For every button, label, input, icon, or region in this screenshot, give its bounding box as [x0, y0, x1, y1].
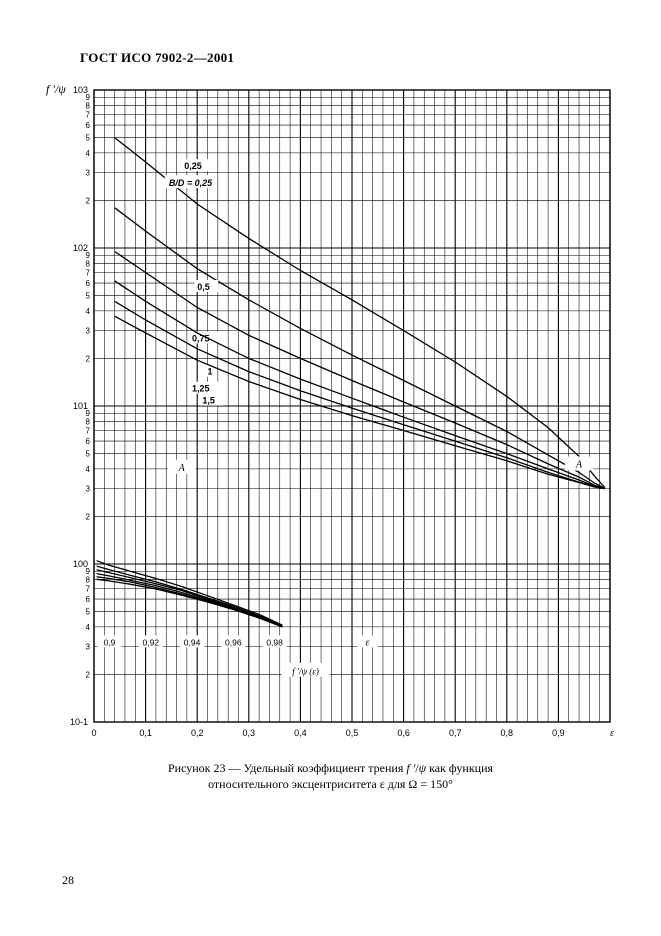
caption-l2: относительного эксцентриситета ε для Ω =… — [208, 777, 453, 791]
svg-text:5: 5 — [86, 450, 91, 459]
svg-text:5: 5 — [86, 292, 91, 301]
svg-text:f ′/ψ (ε): f ′/ψ (ε) — [292, 667, 319, 677]
svg-text:9: 9 — [86, 567, 91, 576]
svg-text:6: 6 — [86, 279, 91, 288]
svg-text:0,5: 0,5 — [346, 728, 359, 738]
svg-text:A: A — [178, 463, 186, 474]
svg-text:0,94: 0,94 — [184, 637, 201, 647]
page-number: 28 — [62, 873, 74, 888]
svg-text:0,92: 0,92 — [142, 637, 159, 647]
svg-text:9: 9 — [86, 251, 91, 260]
svg-text:0,25: 0,25 — [184, 161, 202, 171]
svg-text:8: 8 — [86, 575, 91, 584]
chart-svg: 00,10,20,30,40,50,60,70,80,9ε10310210110… — [64, 86, 618, 746]
svg-text:8: 8 — [86, 417, 91, 426]
svg-text:B/D = 0,25: B/D = 0,25 — [169, 178, 213, 188]
svg-text:4: 4 — [86, 623, 91, 632]
svg-text:0,5: 0,5 — [197, 282, 210, 292]
svg-text:8: 8 — [86, 259, 91, 268]
svg-text:1,5: 1,5 — [202, 396, 215, 406]
figure-caption: Рисунок 23 — Удельный коэффициент трения… — [0, 760, 661, 792]
svg-text:1: 1 — [208, 367, 213, 377]
svg-text:0,98: 0,98 — [266, 637, 283, 647]
svg-text:7: 7 — [86, 584, 91, 593]
caption-pref: Рисунок 23 — Удельный коэффициент трения — [168, 761, 406, 775]
svg-text:0,9: 0,9 — [552, 728, 565, 738]
svg-text:3: 3 — [86, 327, 91, 336]
svg-text:4: 4 — [86, 465, 91, 474]
svg-text:2: 2 — [86, 512, 91, 521]
svg-text:9: 9 — [86, 93, 91, 102]
svg-text:7: 7 — [86, 426, 91, 435]
svg-text:0,6: 0,6 — [397, 728, 410, 738]
svg-text:9: 9 — [86, 409, 91, 418]
svg-text:0,7: 0,7 — [449, 728, 462, 738]
svg-text:3: 3 — [86, 643, 91, 652]
svg-text:3: 3 — [86, 169, 91, 178]
svg-text:0,1: 0,1 — [139, 728, 152, 738]
svg-text:1,25: 1,25 — [192, 384, 210, 394]
svg-text:3: 3 — [86, 485, 91, 494]
svg-text:10-1: 10-1 — [70, 717, 88, 727]
svg-text:0,96: 0,96 — [225, 637, 242, 647]
doc-header: ГОСТ ИСО 7902-2—2001 — [80, 50, 234, 66]
svg-text:ε: ε — [610, 728, 614, 739]
svg-text:5: 5 — [86, 608, 91, 617]
svg-text:0,9: 0,9 — [104, 637, 116, 647]
svg-text:7: 7 — [86, 110, 91, 119]
svg-text:5: 5 — [86, 134, 91, 143]
svg-text:2: 2 — [86, 354, 91, 363]
svg-text:6: 6 — [86, 121, 91, 130]
page: ГОСТ ИСО 7902-2—2001 f ′/ψ 0 0,1 0,2 0,3 0,4… — [0, 0, 661, 936]
svg-text:6: 6 — [86, 437, 91, 446]
svg-text:ε: ε — [366, 637, 370, 648]
svg-text:2: 2 — [86, 670, 91, 679]
chart: 00,10,20,30,40,50,60,70,80,9ε10310210110… — [64, 86, 618, 746]
svg-text:0: 0 — [91, 728, 96, 738]
svg-text:8: 8 — [86, 101, 91, 110]
svg-text:0,8: 0,8 — [501, 728, 514, 738]
svg-text:A: A — [575, 460, 583, 471]
svg-text:4: 4 — [86, 307, 91, 316]
y-axis-label: f ′/ψ — [46, 82, 66, 97]
svg-text:0,2: 0,2 — [191, 728, 204, 738]
svg-text:0,4: 0,4 — [294, 728, 307, 738]
svg-text:0,3: 0,3 — [243, 728, 256, 738]
caption-suf: как функция — [426, 761, 493, 775]
svg-text:6: 6 — [86, 595, 91, 604]
svg-text:4: 4 — [86, 149, 91, 158]
svg-text:7: 7 — [86, 268, 91, 277]
caption-sym: f ′ — [406, 761, 415, 775]
svg-text:2: 2 — [86, 196, 91, 205]
